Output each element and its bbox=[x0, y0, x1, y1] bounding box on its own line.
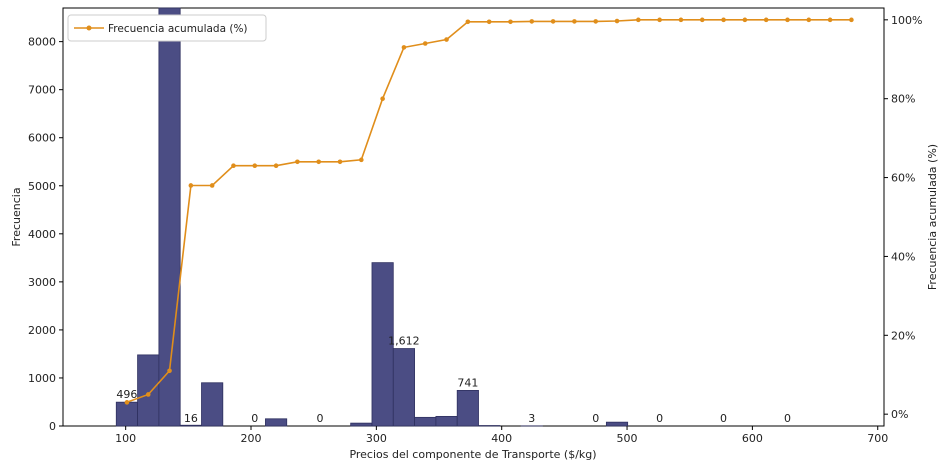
y-tick-label: 8000 bbox=[28, 36, 56, 49]
cumulative-point bbox=[572, 19, 577, 24]
cumulative-point bbox=[252, 163, 257, 168]
x-axis: 100 200 300 400 500 600 700 bbox=[115, 426, 888, 445]
bar-value-label: 3 bbox=[528, 412, 535, 425]
histogram-bar bbox=[415, 417, 436, 426]
histogram-bar bbox=[606, 422, 627, 426]
cumulative-point bbox=[402, 45, 407, 50]
cumulative-point bbox=[338, 159, 343, 164]
y2-tick-label: 80% bbox=[891, 93, 915, 106]
histogram-bar bbox=[351, 423, 372, 426]
cumulative-point bbox=[423, 41, 428, 46]
y-axis-label: Frecuencia bbox=[10, 187, 23, 246]
cumulative-point bbox=[828, 18, 833, 23]
cumulative-point bbox=[785, 18, 790, 23]
bar-value-label: 496 bbox=[116, 388, 137, 401]
x-tick-label: 200 bbox=[241, 432, 262, 445]
x-tick-label: 700 bbox=[867, 432, 888, 445]
y-tick-label: 5000 bbox=[28, 180, 56, 193]
x-tick-label: 400 bbox=[491, 432, 512, 445]
y-tick-label: 4000 bbox=[28, 228, 56, 241]
histogram-bar bbox=[180, 425, 201, 426]
x-tick-label: 500 bbox=[617, 432, 638, 445]
y-tick-label: 2000 bbox=[28, 324, 56, 337]
cumulative-point bbox=[487, 20, 492, 25]
x-tick-label: 100 bbox=[115, 432, 136, 445]
y-tick-label: 1000 bbox=[28, 372, 56, 385]
histogram-bar bbox=[116, 402, 137, 426]
bar-value-label: 0 bbox=[592, 412, 599, 425]
bar-value-label: 0 bbox=[251, 412, 258, 425]
y-axis-left: 0 1000 2000 3000 4000 5000 6000 7000 8000 bbox=[28, 36, 63, 433]
cumulative-point bbox=[231, 163, 236, 168]
cumulative-point bbox=[615, 19, 620, 24]
histogram-bar bbox=[202, 383, 223, 426]
cumulative-point bbox=[551, 19, 556, 24]
cumulative-point bbox=[700, 18, 705, 23]
y2-tick-label: 20% bbox=[891, 329, 915, 342]
cumulative-point bbox=[274, 163, 279, 168]
y2-tick-label: 0% bbox=[891, 408, 908, 421]
y-tick-label: 0 bbox=[49, 420, 56, 433]
cumulative-point bbox=[636, 18, 641, 23]
histogram-bar bbox=[393, 349, 414, 426]
histogram-bar bbox=[159, 8, 180, 426]
y-tick-label: 6000 bbox=[28, 132, 56, 145]
legend-label: Frecuencia acumulada (%) bbox=[108, 23, 248, 35]
cumulative-point bbox=[764, 18, 769, 23]
y2-tick-label: 100% bbox=[891, 14, 922, 27]
cumulative-point bbox=[295, 159, 300, 164]
bar-value-label: 1,612 bbox=[388, 335, 420, 348]
bar-value-label: 0 bbox=[656, 412, 663, 425]
bar-value-label: 741 bbox=[457, 376, 478, 389]
bar-value-label: 0 bbox=[316, 412, 323, 425]
cumulative-point bbox=[593, 19, 598, 24]
cumulative-point bbox=[508, 20, 513, 25]
bar-value-label: 0 bbox=[720, 412, 727, 425]
y2-axis-label: Frecuencia acumulada (%) bbox=[926, 144, 939, 290]
cumulative-point bbox=[444, 37, 449, 42]
legend-marker-swatch bbox=[87, 26, 92, 31]
cumulative-point bbox=[529, 19, 534, 24]
x-tick-label: 300 bbox=[366, 432, 387, 445]
cumulative-point bbox=[316, 159, 321, 164]
cumulative-point bbox=[657, 18, 662, 23]
cumulative-point bbox=[210, 183, 215, 188]
cumulative-point bbox=[167, 368, 172, 373]
y-tick-label: 3000 bbox=[28, 276, 56, 289]
plot-area bbox=[63, 8, 884, 426]
cumulative-point bbox=[146, 392, 151, 397]
cumulative-point bbox=[679, 18, 684, 23]
bar-value-label: 0 bbox=[784, 412, 791, 425]
cumulative-point bbox=[849, 18, 854, 23]
y-tick-label: 7000 bbox=[28, 84, 56, 97]
histogram-bar bbox=[436, 416, 457, 426]
cumulative-point bbox=[380, 96, 385, 101]
cumulative-point bbox=[359, 158, 364, 163]
cumulative-point bbox=[721, 18, 726, 23]
cumulative-point bbox=[743, 18, 748, 23]
histogram-bar bbox=[457, 390, 478, 426]
y2-tick-label: 40% bbox=[891, 250, 915, 263]
y-axis-right: 0% 20% 40% 60% 80% 100% bbox=[884, 14, 922, 421]
cumulative-point bbox=[806, 18, 811, 23]
legend: Frecuencia acumulada (%) bbox=[68, 15, 266, 41]
cumulative-point bbox=[466, 20, 471, 25]
histogram-bar bbox=[138, 355, 159, 426]
histogram-bar bbox=[265, 419, 286, 426]
cumulative-point bbox=[189, 183, 194, 188]
y2-tick-label: 60% bbox=[891, 172, 915, 185]
bar-value-label: 16 bbox=[184, 412, 198, 425]
x-axis-label: Precios del componente de Transporte ($/… bbox=[349, 448, 596, 461]
x-tick-label: 600 bbox=[742, 432, 763, 445]
